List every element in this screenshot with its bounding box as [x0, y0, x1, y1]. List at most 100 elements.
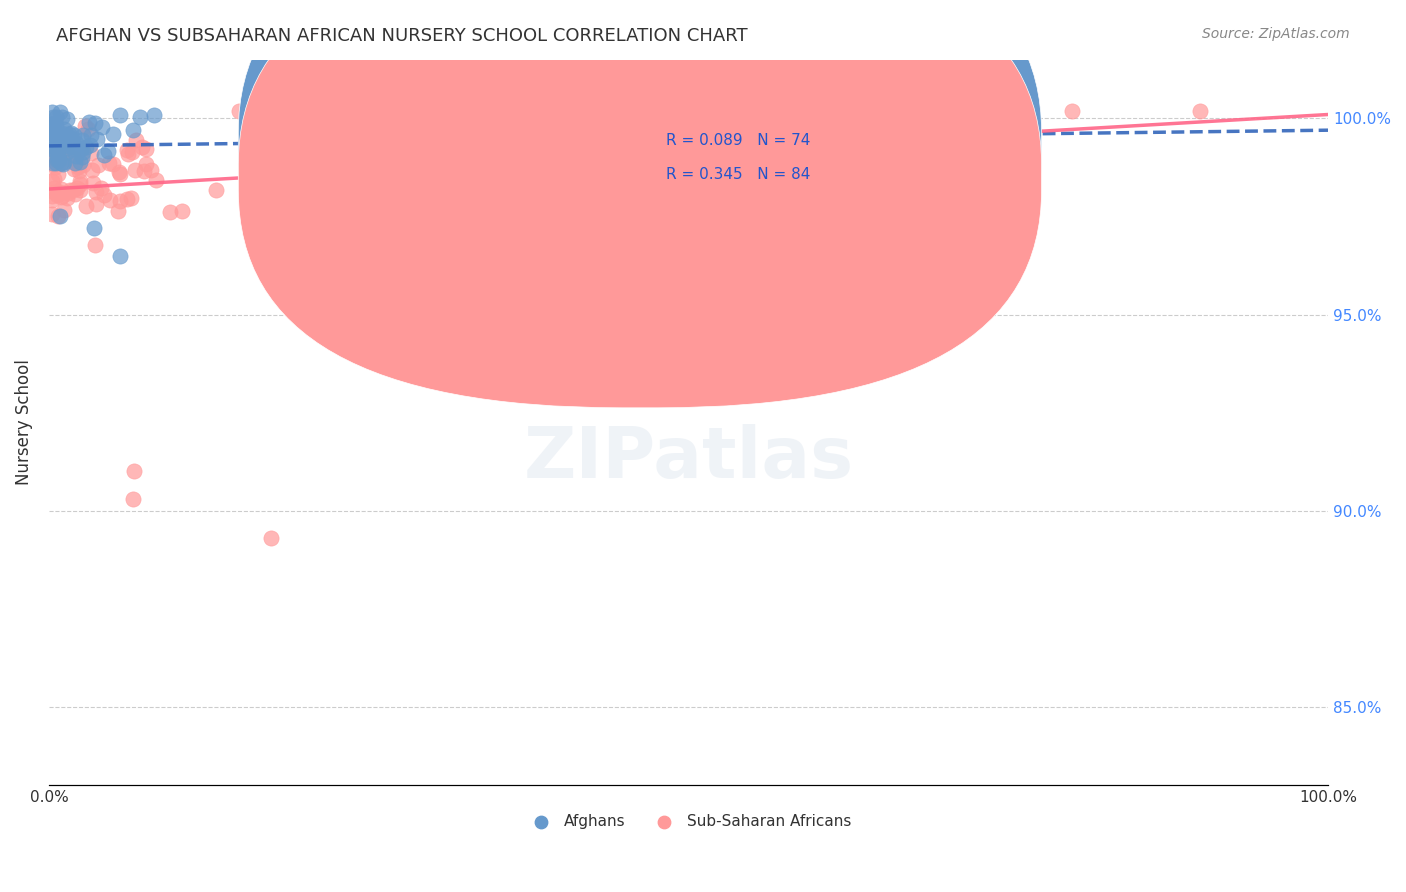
Point: [69, 154, 91, 169]
Point: [51, 110, 73, 124]
Point: [48, 127, 70, 141]
Point: [45, 146, 67, 161]
Point: [56, 186, 79, 201]
Point: [84, 185, 107, 199]
FancyBboxPatch shape: [238, 0, 1042, 408]
Point: [60, 153, 83, 167]
Point: [80, 163, 103, 178]
Point: [42, 110, 65, 124]
Point: [45, 119, 67, 133]
Point: [108, 194, 131, 209]
Point: [44, 161, 66, 175]
Point: [124, 464, 146, 478]
Point: [45, 156, 67, 170]
Point: [63, 161, 86, 176]
Point: [55, 191, 77, 205]
Point: [205, 183, 228, 197]
FancyBboxPatch shape: [238, 0, 1042, 376]
Point: [110, 108, 132, 122]
Point: [41, 174, 63, 188]
Point: [87, 158, 110, 172]
Point: [53, 127, 76, 141]
Point: [82, 177, 104, 191]
Point: [66, 159, 89, 173]
Point: [83, 221, 105, 235]
Point: [46, 153, 69, 167]
Point: [115, 192, 138, 206]
Point: [41, 123, 63, 137]
Point: [86, 132, 108, 146]
Point: [79, 145, 101, 160]
Point: [62, 183, 84, 197]
Point: [41, 126, 63, 140]
Point: [103, 157, 125, 171]
Point: [41, 118, 63, 132]
Point: [45, 110, 67, 124]
Legend: Afghans, Sub-Saharan Africans: Afghans, Sub-Saharan Africans: [520, 808, 858, 836]
Point: [51, 189, 73, 203]
Point: [52, 130, 75, 145]
Point: [42, 172, 65, 186]
Point: [42, 157, 65, 171]
Point: [46, 150, 69, 164]
Point: [145, 173, 167, 187]
Point: [58, 127, 80, 141]
Point: [83, 237, 105, 252]
Point: [65, 149, 87, 163]
Point: [75, 140, 97, 154]
Point: [103, 128, 125, 142]
Point: [62, 142, 84, 156]
Point: [59, 183, 82, 197]
Point: [121, 145, 143, 160]
Point: [107, 203, 129, 218]
Point: [48, 210, 70, 224]
Point: [76, 122, 98, 136]
Point: [44, 145, 66, 160]
Point: [108, 164, 131, 178]
Point: [117, 147, 139, 161]
Point: [42, 185, 65, 199]
Point: [65, 156, 87, 170]
Point: [63, 187, 86, 202]
FancyBboxPatch shape: [599, 118, 905, 234]
Text: ZIPatlas: ZIPatlas: [523, 424, 853, 493]
Point: [124, 162, 146, 177]
Point: [59, 131, 82, 145]
Point: [93, 188, 115, 202]
Point: [69, 174, 91, 188]
Point: [135, 157, 157, 171]
Point: [46, 187, 69, 202]
Point: [41, 130, 63, 145]
Point: [80, 128, 103, 142]
Text: R = 0.089   N = 74: R = 0.089 N = 74: [665, 134, 810, 148]
Point: [252, 153, 274, 167]
Point: [52, 133, 75, 147]
Point: [41, 104, 63, 119]
Point: [69, 183, 91, 197]
Point: [48, 146, 70, 161]
Point: [66, 141, 89, 155]
Point: [41, 193, 63, 207]
Point: [108, 249, 131, 263]
Point: [70, 133, 93, 147]
Point: [77, 115, 100, 129]
Point: [228, 103, 250, 118]
Point: [98, 194, 121, 208]
Point: [42, 117, 65, 131]
Point: [49, 134, 72, 148]
Point: [41, 188, 63, 202]
Point: [53, 155, 76, 169]
Point: [41, 142, 63, 156]
Point: [121, 491, 143, 506]
Text: Source: ZipAtlas.com: Source: ZipAtlas.com: [1202, 27, 1350, 41]
Point: [41, 139, 63, 153]
Point: [65, 136, 87, 150]
Point: [1189, 103, 1212, 118]
Point: [134, 164, 156, 178]
Point: [267, 128, 290, 142]
Point: [120, 190, 142, 204]
Point: [41, 207, 63, 221]
Point: [65, 180, 87, 194]
Point: [93, 148, 115, 162]
Point: [67, 160, 90, 174]
